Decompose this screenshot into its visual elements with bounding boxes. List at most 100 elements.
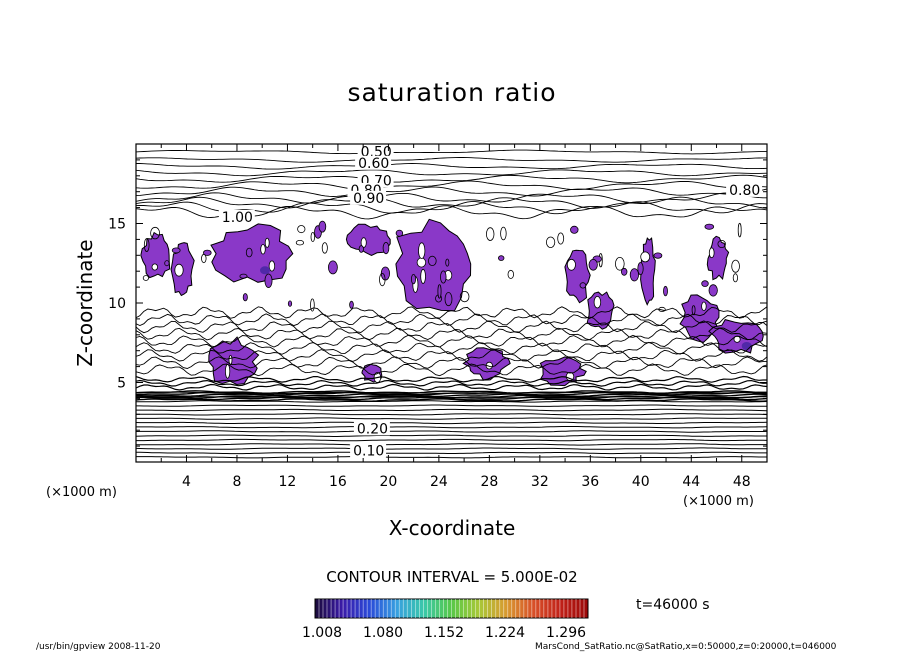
speckle <box>349 300 354 309</box>
contour-line <box>136 430 767 433</box>
colorbar-label: 1.008 <box>302 625 342 641</box>
speckle <box>637 262 644 276</box>
speckle <box>327 260 338 275</box>
x-tick-label: 40 <box>632 474 650 490</box>
contour-line <box>136 413 767 416</box>
speckle <box>203 249 212 256</box>
footer-right: MarsCond_SatRatio.nc@SatRatio,x=0:50000,… <box>535 642 837 652</box>
contour-line <box>136 334 767 348</box>
speckle <box>498 255 505 261</box>
contour-line <box>136 149 767 155</box>
shaded-region <box>140 231 171 279</box>
x-tick-label: 32 <box>531 474 549 490</box>
contour-line <box>136 349 767 362</box>
contour-line <box>136 192 767 204</box>
shaded-region-hole <box>264 237 270 248</box>
x-tick-label: 16 <box>329 474 347 490</box>
y-axis-label: Z-coordinate <box>73 239 97 366</box>
speckle <box>395 229 404 237</box>
contour-label: 0.60 <box>358 156 389 172</box>
speckle <box>310 298 315 312</box>
contour-label-bg <box>353 421 390 436</box>
contour-line <box>136 379 767 387</box>
speckle <box>318 220 327 233</box>
colorbar-stripes <box>318 599 585 618</box>
contour-line <box>136 451 767 455</box>
x-tick-label: 24 <box>430 474 448 490</box>
contour-line <box>136 426 767 429</box>
speckle <box>500 226 507 241</box>
speckle <box>737 222 742 238</box>
contour-line <box>136 443 767 446</box>
shaded-region-hole <box>593 296 602 309</box>
speckle <box>410 273 416 285</box>
colorbar-label: 1.224 <box>485 625 525 641</box>
contour-label-bg <box>355 155 392 170</box>
contour-line <box>136 456 767 459</box>
speckle <box>171 247 181 254</box>
y-unit-label: (×1000 m) <box>46 485 117 500</box>
shaded-region-hole <box>225 363 231 379</box>
x-tick-label: 12 <box>279 474 297 490</box>
contour-line <box>136 408 767 412</box>
contour-label: 0.10 <box>353 444 384 460</box>
contour-line <box>136 447 767 450</box>
x-tick-label: 20 <box>379 474 397 490</box>
speckle <box>708 284 718 297</box>
speckle <box>440 270 447 284</box>
contour-line <box>136 417 767 420</box>
x-axis-label: X-coordinate <box>389 516 516 540</box>
speckle <box>717 239 726 248</box>
speckle <box>264 273 273 289</box>
speckle <box>459 290 470 303</box>
contour-labels: 0.500.600.700.800.900.801.000.200.10 <box>218 144 763 460</box>
colorbar-label: 1.152 <box>424 625 464 641</box>
y-tick-label: 15 <box>108 217 126 233</box>
colorbar: 1.008 1.080 1.152 1.224 1.296 <box>302 598 589 641</box>
speckle <box>382 242 390 255</box>
x-tick-label: 4 <box>182 474 191 490</box>
x-tick-label: 36 <box>581 474 599 490</box>
speckle <box>445 258 450 267</box>
contour-line <box>136 383 767 391</box>
contour-line <box>136 391 767 396</box>
contour-line <box>136 327 767 341</box>
contour-line <box>136 438 767 442</box>
shaded-region <box>564 249 591 304</box>
shaded-region <box>345 223 391 257</box>
colorbar-label: 1.080 <box>363 625 403 641</box>
contour-label-bg <box>218 209 255 224</box>
speckle <box>614 256 625 271</box>
contour-label: 0.20 <box>357 421 388 437</box>
colorbar-label: 1.296 <box>546 625 586 641</box>
contour-line <box>136 396 767 401</box>
chart-title: saturation ratio <box>347 78 556 107</box>
contour-label: 1.00 <box>222 210 253 226</box>
contour-line <box>136 375 767 383</box>
contour-label-bg <box>726 182 763 197</box>
shaded-region-hole <box>708 247 715 259</box>
contour-line <box>136 356 767 369</box>
speckle <box>732 273 739 283</box>
shaded-region-hole <box>174 263 184 277</box>
speckle <box>545 236 556 249</box>
contour-line <box>136 363 767 377</box>
shaded-region-hole <box>701 301 707 312</box>
speckle <box>486 227 495 241</box>
x-unit-label: (×1000 m) <box>683 494 754 509</box>
footer-left: /usr/bin/gpview 2008-11-20 <box>36 642 161 652</box>
speckle <box>379 272 386 287</box>
contour-line <box>136 157 767 163</box>
speckle <box>444 292 453 307</box>
shaded-region-hole <box>151 263 158 271</box>
shaded-region-hole <box>260 244 266 255</box>
contour-line <box>136 186 767 197</box>
contour-line <box>136 174 767 184</box>
contour-line <box>136 400 767 403</box>
speckle <box>164 260 170 267</box>
contour-label-bg <box>350 190 387 205</box>
time-label: t=46000 s <box>636 597 710 613</box>
speckle <box>150 226 161 240</box>
shaded-region-core <box>741 342 752 350</box>
